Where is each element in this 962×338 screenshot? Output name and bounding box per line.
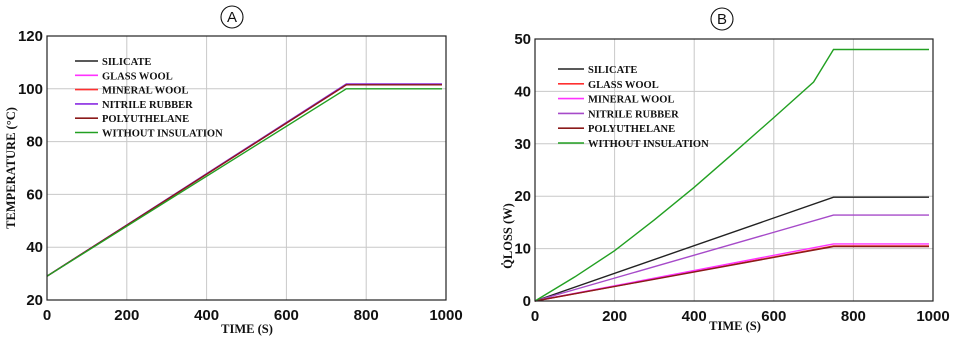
- legend-label: POLYUTHELANE: [102, 114, 189, 125]
- legend-label: WITHOUT INSULATION: [588, 139, 709, 150]
- series-line-polyuthelane: [46, 84, 442, 277]
- panel-letter: B: [717, 11, 727, 28]
- legend-label: NITRILE RUBBER: [102, 100, 193, 111]
- legend-label: NITRILE RUBBER: [588, 109, 679, 120]
- legend-label: SILICATE: [102, 57, 151, 68]
- y-axis-label: Q̇LOSS (W): [501, 203, 515, 269]
- panel-letter-circle: [710, 7, 734, 31]
- y-tick-label: 50: [514, 31, 531, 48]
- x-tick-label: 0: [531, 308, 539, 325]
- x-tick-label: 200: [114, 307, 139, 324]
- y-axis-label: TEMPERATURE (°C): [4, 107, 18, 229]
- legend-label: MINERAL WOOL: [102, 86, 188, 97]
- series-line-polyuthelane: [534, 245, 929, 302]
- series-line-glass-wool: [534, 245, 929, 302]
- y-tick-label: 100: [18, 81, 43, 98]
- x-tick-label: 400: [194, 307, 219, 324]
- x-tick-label: 200: [602, 308, 627, 325]
- x-axis-label: TIME (S): [221, 322, 273, 336]
- y-tick-label: 120: [18, 28, 43, 45]
- y-tick-label: 40: [26, 239, 43, 256]
- chart-panel-a: A 0 200 400 600 800 1000 20 40 60 80 100 120 TIME (S)…: [4, 5, 463, 336]
- legend-label: SILICATE: [588, 65, 637, 76]
- x-tick-label: 800: [841, 308, 866, 325]
- legend-label: MINERAL WOOL: [588, 95, 674, 106]
- x-axis-label: TIME (S): [709, 319, 761, 333]
- y-tick-label: 20: [26, 292, 43, 309]
- y-tick-label: 10: [514, 241, 531, 258]
- legend-label: WITHOUT INSULATION: [102, 129, 223, 140]
- x-tick-label: 800: [354, 307, 379, 324]
- x-tick-label: 1000: [916, 308, 949, 325]
- chart-panel-b: B 0 200 400 600 800 1000 0 10 20 30 40 50 TIME (S) Q̇L…: [501, 7, 950, 333]
- x-tick-label: 400: [682, 308, 707, 325]
- y-tick-label: 60: [26, 186, 43, 203]
- y-tick-label: 20: [514, 188, 531, 205]
- x-tick-label: 600: [274, 307, 299, 324]
- panel-letter-circle: [220, 5, 244, 29]
- legend-label: POLYUTHELANE: [588, 124, 675, 135]
- x-tick-label: 600: [761, 308, 786, 325]
- series-line-without-insulation: [534, 48, 929, 302]
- x-tick-label: 1000: [429, 307, 462, 324]
- legend-label: GLASS WOOL: [102, 71, 173, 82]
- y-tick-label: 40: [514, 83, 531, 100]
- plot-frame: [534, 38, 934, 302]
- y-tick-label: 0: [523, 293, 531, 310]
- y-tick-label: 30: [514, 136, 531, 153]
- series-line-without-insulation: [46, 88, 442, 277]
- y-tick-label: 80: [26, 134, 43, 151]
- series-line-silicate: [534, 196, 929, 302]
- plot-frame: [46, 35, 447, 301]
- x-tick-label: 0: [43, 307, 51, 324]
- series-line-nitrile-rubber: [534, 214, 929, 302]
- legend: SILICATE GLASS WOOL MINERAL WOOL NITRILE RU…: [75, 57, 223, 140]
- legend-label: GLASS WOOL: [588, 80, 659, 91]
- series-line-mineral-wool: [534, 243, 929, 302]
- panel-letter: A: [227, 9, 237, 26]
- legend: SILICATE GLASS WOOL MINERAL WOOL NITRILE RU…: [558, 65, 709, 150]
